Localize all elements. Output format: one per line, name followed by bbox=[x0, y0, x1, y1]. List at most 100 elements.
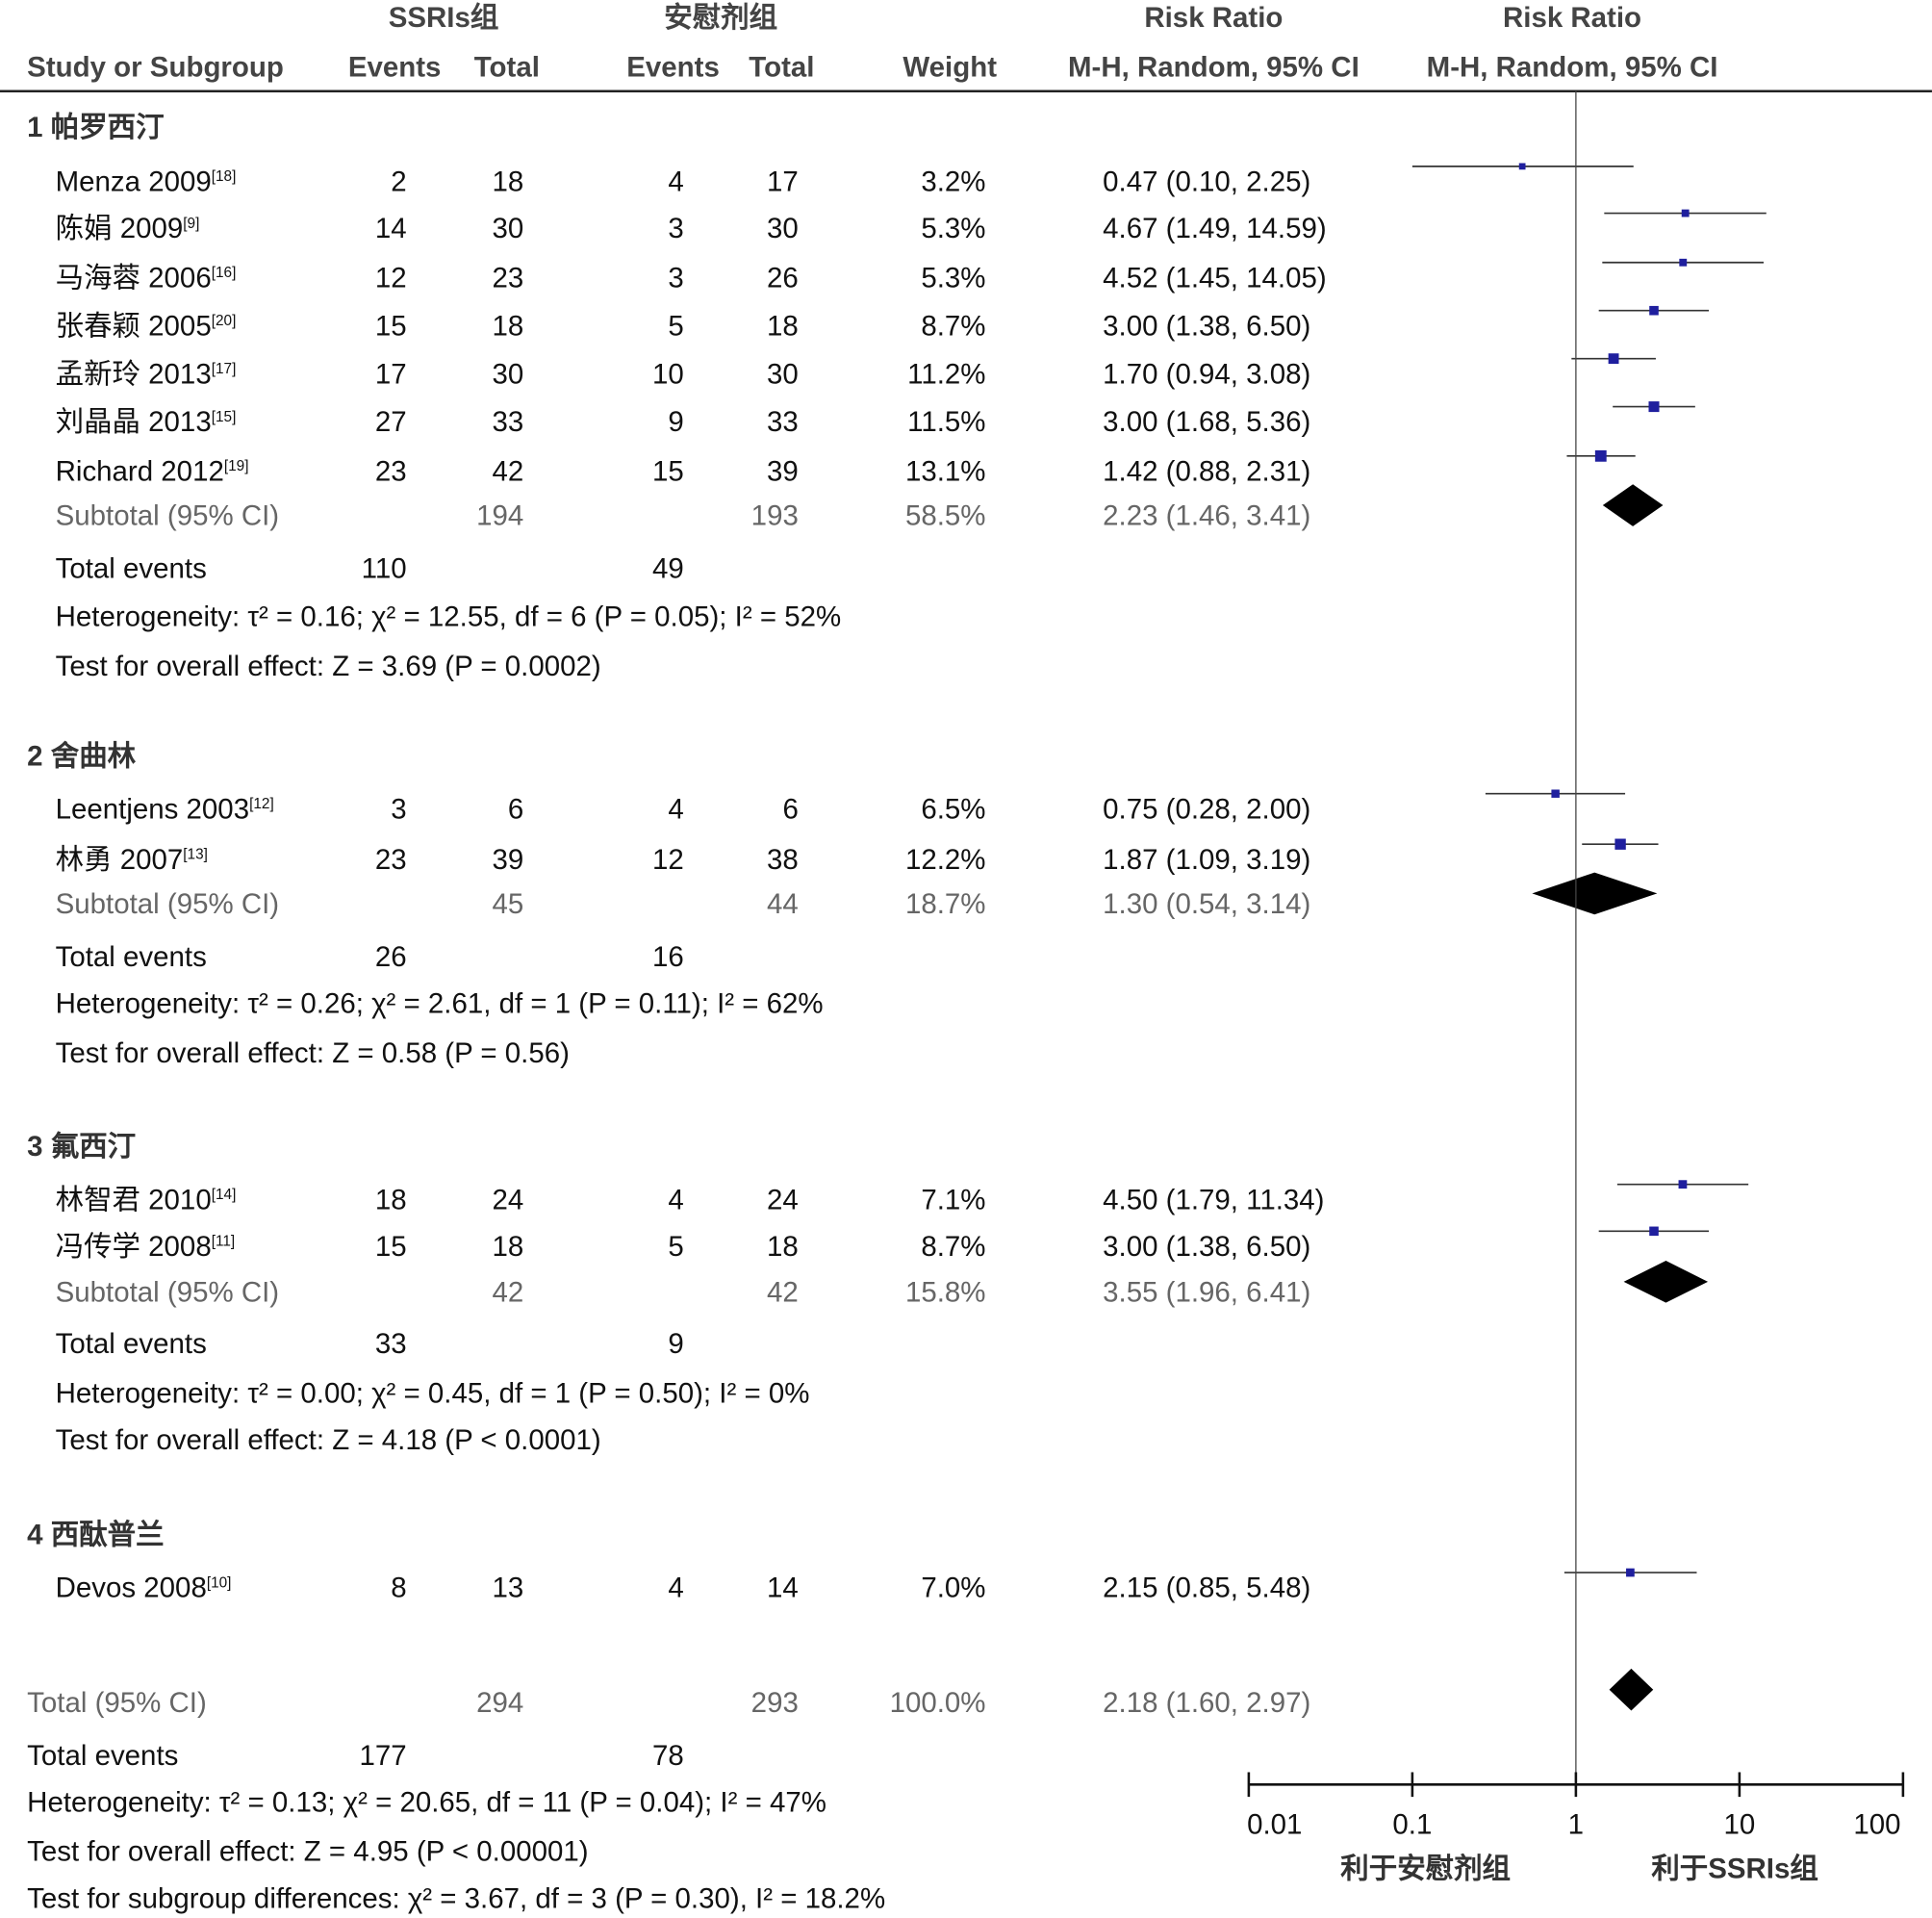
subtotal-label-value: Subtotal (95% CI) bbox=[55, 887, 280, 920]
header-events-value: Events bbox=[626, 50, 720, 83]
ssri-events-value: 17 bbox=[374, 357, 407, 390]
study-weight-value: 6.5% bbox=[921, 792, 986, 825]
favours-placebo-label: 利于安慰剂组 bbox=[1241, 1851, 1611, 1885]
header-total-value: Total bbox=[749, 50, 815, 83]
study-weight: 3.2% bbox=[739, 164, 985, 198]
study-name-value: 林智君 2010 bbox=[55, 1183, 212, 1215]
ssri-events-value: 27 bbox=[374, 405, 407, 438]
total-events-ssri: 26 bbox=[160, 939, 407, 974]
subtotal-ssri-total-value: 42 bbox=[492, 1275, 524, 1308]
study-name-value: Richard 2012 bbox=[55, 454, 224, 487]
placebo-events: 12 bbox=[438, 842, 684, 877]
total-weight: 100.0% bbox=[739, 1685, 986, 1720]
subtotal-ci: 2.23 (1.46, 3.41) bbox=[1103, 498, 1310, 532]
subgroup-heading: 4 西酞普兰 bbox=[27, 1517, 164, 1551]
placebo-total-value: 30 bbox=[767, 212, 799, 244]
favours-ssri-label: 利于SSRIs组 bbox=[1550, 1851, 1919, 1885]
total-events-label-value: Total events bbox=[27, 1738, 179, 1772]
overall-diamond bbox=[1609, 1668, 1654, 1711]
study-ci: 4.52 (1.45, 14.05) bbox=[1103, 260, 1327, 294]
study-name-value: Menza 2009 bbox=[55, 165, 212, 197]
axis-tick-label-value: 10 bbox=[1723, 1807, 1756, 1840]
heterogeneity: Heterogeneity: τ² = 0.00; χ² = 0.45, df … bbox=[56, 1375, 810, 1410]
ssri-total: 18 bbox=[277, 164, 523, 198]
subtotal-placebo-total-value: 193 bbox=[750, 499, 799, 531]
ssri-total-value: 24 bbox=[492, 1183, 524, 1215]
ssri-events-value: 14 bbox=[374, 212, 407, 244]
placebo-events: 5 bbox=[438, 308, 683, 343]
placebo-total: 30 bbox=[552, 211, 799, 245]
subtotal-placebo-total: 44 bbox=[552, 886, 799, 921]
ssri-events: 12 bbox=[160, 260, 407, 294]
subtotal-weight-value: 15.8% bbox=[904, 1275, 986, 1308]
ssri-events-value: 15 bbox=[374, 1230, 407, 1263]
subtotal-placebo-total-value: 44 bbox=[767, 887, 799, 920]
subtotal-ssri-total: 194 bbox=[277, 498, 523, 532]
header-ssri-group: SSRIs组 bbox=[259, 0, 628, 35]
study-name: Leentjens 2003[12] bbox=[56, 791, 274, 826]
study-name: 林智君 2010[14] bbox=[56, 1182, 237, 1216]
ssri-total-value: 18 bbox=[492, 1230, 524, 1263]
heterogeneity-value: Heterogeneity: τ² = 0.16; χ² = 12.55, df… bbox=[55, 600, 842, 632]
reference-superscript: [17] bbox=[211, 359, 237, 377]
total-events-placebo: 16 bbox=[438, 939, 684, 974]
study-name: 刘晶晶 2013[15] bbox=[56, 404, 237, 439]
ssri-total: 18 bbox=[277, 1229, 523, 1264]
subtotal-diamond bbox=[1532, 872, 1658, 915]
subtotal-ci-value: 3.55 (1.96, 6.41) bbox=[1103, 1275, 1311, 1308]
study-ci-value: 0.75 (0.28, 2.00) bbox=[1103, 792, 1311, 825]
placebo-total-value: 24 bbox=[767, 1183, 799, 1215]
study-square bbox=[1518, 163, 1526, 170]
placebo-events: 10 bbox=[438, 356, 684, 391]
study-ci: 4.50 (1.79, 11.34) bbox=[1103, 1182, 1324, 1216]
study-ci: 3.00 (1.38, 6.50) bbox=[1103, 308, 1310, 343]
study-name-value: 冯传学 2008 bbox=[55, 1230, 212, 1263]
overall-effect-value: Test for overall effect: Z = 3.69 (P = 0… bbox=[55, 649, 601, 682]
overall-effect: Test for overall effect: Z = 0.58 (P = 0… bbox=[56, 1036, 570, 1070]
heterogeneity-value: Heterogeneity: τ² = 0.26; χ² = 2.61, df … bbox=[55, 986, 824, 1020]
total-events-label: Total events bbox=[27, 1738, 178, 1773]
header-weight: Weight bbox=[750, 49, 997, 84]
study-ci-value: 1.70 (0.94, 3.08) bbox=[1103, 357, 1311, 390]
axis-tick-label: 100 bbox=[1692, 1806, 1932, 1841]
placebo-events: 3 bbox=[438, 211, 683, 245]
ssri-events: 18 bbox=[160, 1182, 407, 1216]
placebo-total: 26 bbox=[552, 260, 799, 294]
total-weight-value: 100.0% bbox=[889, 1685, 986, 1719]
axis-tick-label: 0.01 bbox=[1090, 1806, 1460, 1841]
axis-tick-label: 1 bbox=[1391, 1806, 1761, 1841]
placebo-total: 14 bbox=[552, 1570, 799, 1604]
reference-superscript: [9] bbox=[183, 214, 200, 232]
ssri-events-value: 18 bbox=[374, 1183, 407, 1215]
study-name: 冯传学 2008[11] bbox=[56, 1229, 236, 1264]
placebo-events-value: 15 bbox=[651, 454, 684, 487]
header-placebo-group-value: 安慰剂组 bbox=[664, 1, 778, 34]
heterogeneity: Heterogeneity: τ² = 0.26; χ² = 2.61, df … bbox=[56, 985, 824, 1020]
placebo-total: 17 bbox=[552, 164, 799, 198]
header-weight-value: Weight bbox=[902, 50, 998, 83]
subgroup-differences-value: Test for subgroup differences: χ² = 3.67… bbox=[27, 1881, 886, 1914]
study-name-value: 马海蓉 2006 bbox=[55, 261, 212, 294]
subtotal-ssri-total-value: 45 bbox=[492, 887, 524, 920]
study-ci-value: 4.50 (1.79, 11.34) bbox=[1103, 1183, 1325, 1215]
header-placebo-group: 安慰剂组 bbox=[536, 0, 905, 35]
study-name: 张春颖 2005[20] bbox=[56, 308, 237, 343]
study-square bbox=[1608, 353, 1619, 365]
placebo-total-value: 26 bbox=[767, 261, 799, 294]
header-events: Events bbox=[473, 49, 720, 84]
total-events-label: Total events bbox=[56, 550, 207, 585]
study-name-value: Leentjens 2003 bbox=[55, 792, 250, 825]
placebo-total: 24 bbox=[552, 1182, 799, 1216]
ssri-total: 33 bbox=[277, 404, 523, 439]
study-square bbox=[1551, 789, 1560, 798]
placebo-total-value: 33 bbox=[767, 405, 799, 438]
ssri-total-value: 39 bbox=[492, 842, 524, 876]
ssri-total: 42 bbox=[277, 453, 523, 488]
header-risk-ratio: Risk Ratio bbox=[1029, 0, 1398, 35]
header-risk-ratio-plot-value: Risk Ratio bbox=[1503, 1, 1642, 34]
total-events-placebo: 9 bbox=[438, 1326, 683, 1361]
ssri-total-value: 6 bbox=[507, 792, 524, 825]
heterogeneity: Heterogeneity: τ² = 0.16; χ² = 12.55, df… bbox=[56, 599, 842, 633]
